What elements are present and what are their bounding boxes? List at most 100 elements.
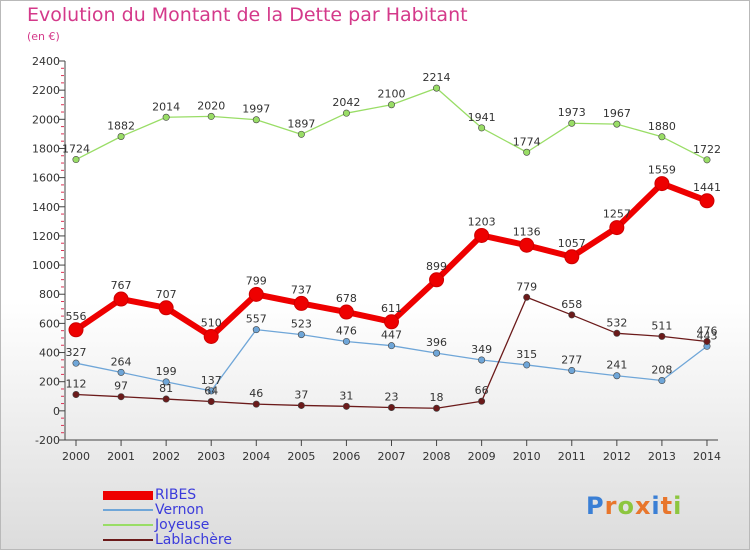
- data-point-lablachre: [433, 404, 441, 412]
- data-point-ribes: [609, 220, 625, 236]
- data-label-ribes: 1057: [558, 237, 586, 250]
- logo-letter: P: [586, 492, 605, 520]
- data-point-lablachre: [297, 401, 305, 409]
- data-label-vernon: 137: [201, 374, 222, 387]
- data-point-vernon: [568, 366, 576, 374]
- x-tick-label: 2009: [468, 450, 496, 463]
- data-point-joyeuse: [252, 116, 260, 124]
- data-label-ribes: 510: [201, 317, 222, 330]
- data-point-ribes: [429, 272, 445, 288]
- data-label-joyeuse: 2042: [332, 96, 360, 109]
- data-point-vernon: [433, 349, 441, 357]
- logo-letter: t: [660, 492, 674, 520]
- data-label-vernon: 264: [111, 355, 132, 368]
- data-label-vernon: 396: [426, 336, 447, 349]
- data-point-joyeuse: [703, 156, 711, 164]
- data-point-lablachre: [162, 395, 170, 403]
- data-label-vernon: 315: [516, 348, 537, 361]
- data-label-joyeuse: 2214: [423, 71, 451, 84]
- data-label-lablachre: 112: [66, 378, 87, 391]
- data-label-ribes: 737: [291, 283, 312, 296]
- data-point-joyeuse: [387, 101, 395, 109]
- data-label-ribes: 799: [246, 274, 267, 287]
- data-point-vernon: [162, 378, 170, 386]
- data-point-ribes: [519, 237, 535, 253]
- data-label-joyeuse: 1941: [468, 111, 496, 124]
- data-point-joyeuse: [342, 109, 350, 117]
- data-point-lablachre: [252, 400, 260, 408]
- data-point-joyeuse: [658, 133, 666, 141]
- data-point-lablachre: [207, 398, 215, 406]
- x-tick-label: 2004: [242, 450, 270, 463]
- data-point-lablachre: [478, 397, 486, 405]
- x-tick-label: 2013: [648, 450, 676, 463]
- x-tick-label: 2010: [513, 450, 541, 463]
- logo-letter: x: [634, 492, 652, 520]
- data-point-joyeuse: [523, 148, 531, 156]
- legend-label: Vernon: [155, 502, 204, 518]
- data-label-lablachre: 532: [606, 316, 627, 329]
- chart-title: Evolution du Montant de la Dette par Hab…: [27, 4, 468, 26]
- x-tick-label: 2008: [423, 450, 451, 463]
- data-point-ribes: [203, 329, 219, 345]
- data-point-vernon: [252, 326, 260, 334]
- data-label-lablachre: 64: [204, 385, 218, 398]
- data-label-vernon: 523: [291, 318, 312, 331]
- y-tick-label: 2400: [32, 55, 60, 68]
- x-tick-label: 2011: [558, 450, 586, 463]
- x-tick-label: 2007: [377, 450, 405, 463]
- data-label-vernon: 476: [336, 324, 357, 337]
- data-label-lablachre: 658: [561, 298, 582, 311]
- data-label-ribes: 556: [66, 310, 87, 323]
- data-label-ribes: 767: [111, 279, 132, 292]
- x-tick-label: 2003: [197, 450, 225, 463]
- data-label-vernon: 447: [381, 329, 402, 342]
- data-point-ribes: [248, 286, 264, 302]
- logo-letter: o: [617, 492, 635, 520]
- legend-swatch: [103, 539, 153, 541]
- legend-swatch: [103, 509, 153, 511]
- data-label-ribes: 1559: [648, 164, 676, 177]
- data-point-ribes: [474, 227, 490, 243]
- data-point-joyeuse: [613, 120, 621, 128]
- data-point-lablachre: [387, 403, 395, 411]
- y-tick-label: 1400: [32, 201, 60, 214]
- data-point-joyeuse: [297, 130, 305, 138]
- y-tick-label: -200: [35, 434, 60, 447]
- data-label-joyeuse: 1774: [513, 135, 541, 148]
- data-point-vernon: [297, 331, 305, 339]
- data-label-vernon: 557: [246, 313, 267, 326]
- legend-swatch: [103, 524, 153, 526]
- x-tick-label: 2001: [107, 450, 135, 463]
- data-point-ribes: [654, 176, 670, 192]
- y-tick-label: 1200: [32, 230, 60, 243]
- y-tick-label: 1800: [32, 142, 60, 155]
- data-label-ribes: 1441: [693, 181, 721, 194]
- data-point-ribes: [338, 304, 354, 320]
- x-tick-label: 2012: [603, 450, 631, 463]
- data-label-joyeuse: 1897: [287, 117, 315, 130]
- data-label-vernon: 277: [561, 353, 582, 366]
- data-label-vernon: 241: [606, 359, 627, 372]
- chart-unit: (en €): [27, 30, 60, 43]
- data-label-joyeuse: 1882: [107, 120, 135, 133]
- data-point-lablachre: [703, 337, 711, 345]
- data-label-vernon: 349: [471, 343, 492, 356]
- data-label-joyeuse: 1722: [693, 143, 721, 156]
- data-label-ribes: 1203: [468, 215, 496, 228]
- data-point-joyeuse: [162, 113, 170, 121]
- data-label-joyeuse: 2100: [377, 88, 405, 101]
- data-label-ribes: 1136: [513, 225, 541, 238]
- x-tick-label: 2000: [62, 450, 90, 463]
- data-label-ribes: 1257: [603, 208, 631, 221]
- data-label-joyeuse: 2020: [197, 99, 225, 112]
- x-tick-label: 2002: [152, 450, 180, 463]
- data-point-lablachre: [72, 391, 80, 399]
- data-point-joyeuse: [72, 156, 80, 164]
- x-tick-label: 2005: [287, 450, 315, 463]
- logo-letter: i: [651, 492, 661, 520]
- data-point-lablachre: [568, 311, 576, 319]
- logo-letter: i: [673, 492, 683, 520]
